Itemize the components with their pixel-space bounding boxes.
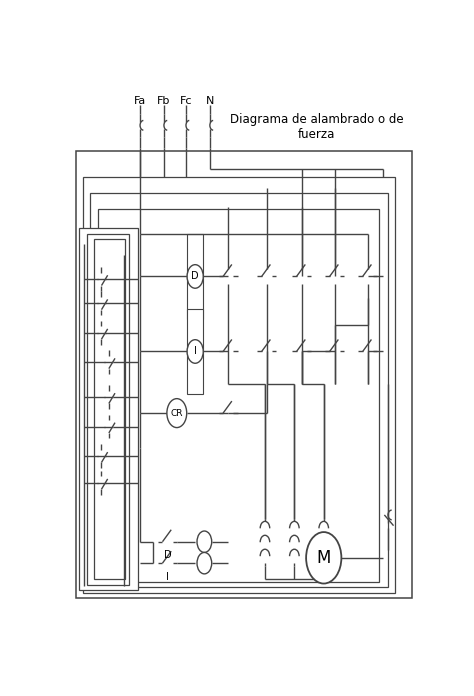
Circle shape bbox=[167, 399, 187, 427]
Circle shape bbox=[197, 553, 212, 574]
Text: I: I bbox=[194, 347, 197, 356]
Text: Fc: Fc bbox=[180, 95, 192, 106]
Text: Fb: Fb bbox=[157, 95, 171, 106]
Bar bbox=[94, 239, 125, 579]
Text: D: D bbox=[164, 550, 172, 560]
Bar bbox=[187, 308, 203, 395]
Circle shape bbox=[187, 340, 203, 363]
Bar bbox=[76, 150, 412, 598]
Text: I: I bbox=[166, 571, 169, 582]
Text: Fa: Fa bbox=[134, 95, 146, 106]
Bar bbox=[91, 193, 388, 587]
Circle shape bbox=[187, 264, 203, 288]
Text: Diagrama de alambrado o de
fuerza: Diagrama de alambrado o de fuerza bbox=[229, 113, 403, 141]
Circle shape bbox=[306, 532, 341, 583]
Bar bbox=[187, 234, 203, 319]
Bar bbox=[87, 234, 129, 585]
Text: M: M bbox=[317, 549, 331, 567]
Bar bbox=[80, 228, 138, 590]
Bar bbox=[83, 177, 395, 593]
Text: CR: CR bbox=[171, 409, 183, 418]
Bar bbox=[98, 209, 379, 582]
Circle shape bbox=[197, 531, 212, 553]
Text: N: N bbox=[206, 95, 214, 106]
Text: D: D bbox=[191, 271, 199, 281]
